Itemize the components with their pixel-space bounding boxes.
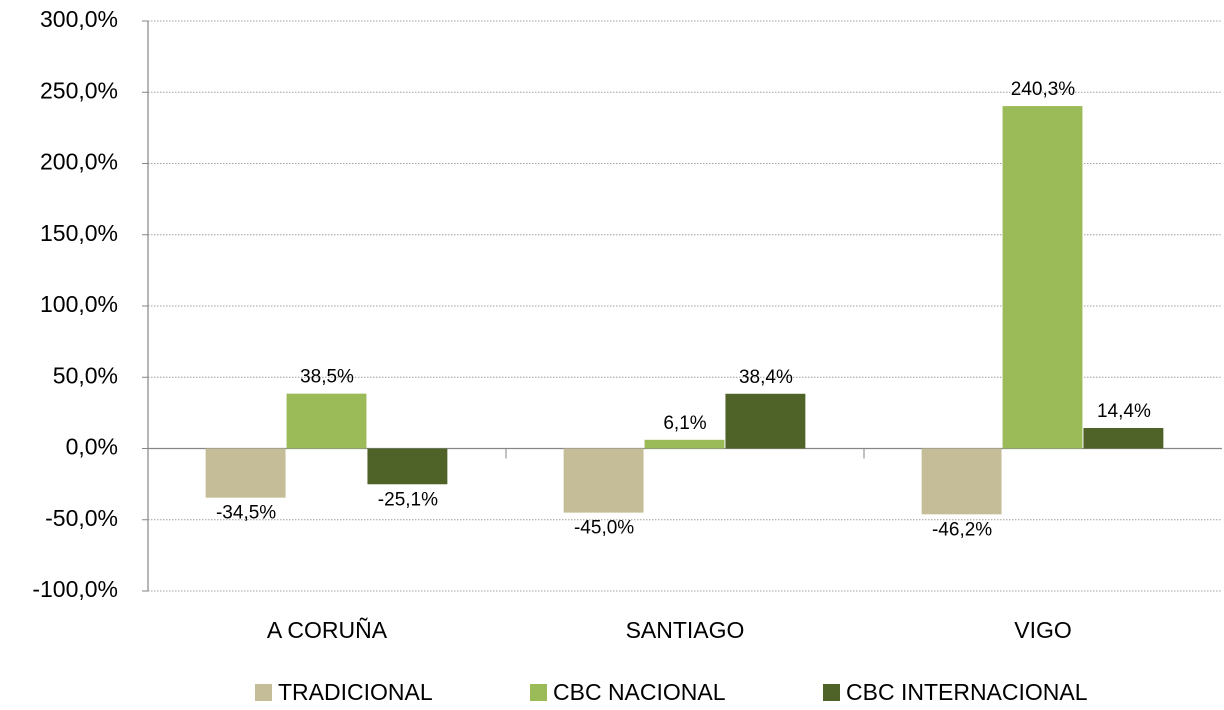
y-tick-label: -50,0% [45,505,118,531]
data-label: 240,3% [1011,79,1076,100]
y-tick-label: 300,0% [40,6,118,32]
legend-label: CBC INTERNACIONAL [846,679,1088,705]
y-tick-label: 50,0% [53,362,118,388]
y-tick-label: 250,0% [40,77,118,103]
bar [921,448,1002,515]
data-label: 14,4% [1097,401,1151,422]
legend-label: CBC NACIONAL [553,679,726,705]
bar [1002,106,1083,449]
bar [1083,427,1164,449]
data-label: 6,1% [663,413,706,434]
y-tick-label: -100,0% [32,576,118,602]
data-label: -34,5% [216,503,276,524]
legend-label: TRADICIONAL [278,679,433,705]
legend-swatch [255,684,272,701]
data-label: 38,4% [739,367,793,388]
y-tick-label: 150,0% [40,220,118,246]
data-label: -46,2% [932,519,992,540]
data-label: -45,0% [574,518,634,539]
x-tick-label: A CORUÑA [267,617,388,643]
bar [205,448,286,498]
bar [367,448,448,485]
x-tick-label: SANTIAGO [626,617,745,643]
y-tick-label: 0,0% [66,434,118,460]
legend-swatch [823,684,840,701]
y-tick-label: 200,0% [40,149,118,175]
bar [286,393,367,449]
bar [644,439,725,449]
x-tick-label: VIGO [1014,617,1072,643]
legend-swatch [530,684,547,701]
bar [725,393,806,449]
y-tick-label: 100,0% [40,291,118,317]
bar [563,448,644,513]
data-label: -25,1% [378,489,438,510]
data-label: 38,5% [300,367,354,388]
